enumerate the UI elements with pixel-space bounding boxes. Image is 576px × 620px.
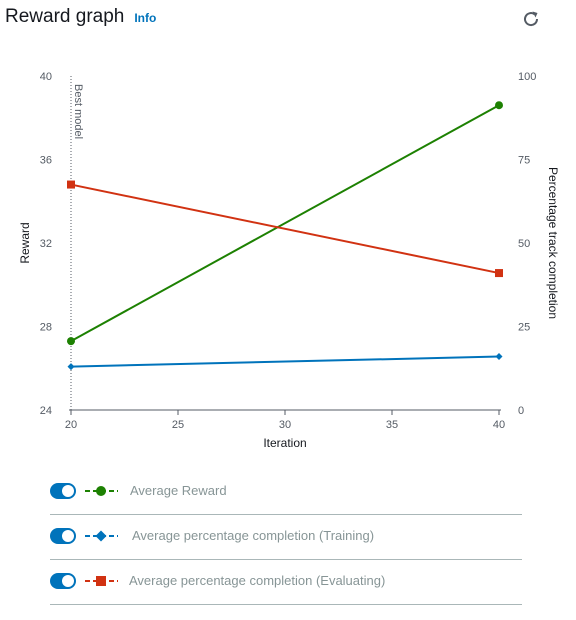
y-tick-label: 36 bbox=[40, 155, 52, 167]
series-line-0 bbox=[70, 104, 500, 342]
y2-tick-label: 25 bbox=[518, 322, 530, 334]
series-line-2 bbox=[70, 183, 500, 275]
legend-row: Average Reward bbox=[50, 470, 522, 515]
series-line-1 bbox=[70, 355, 500, 368]
legend-swatch-icon bbox=[85, 576, 118, 586]
x-tick-label: 30 bbox=[279, 419, 291, 431]
legend-label: Average percentage completion (Evaluatin… bbox=[129, 573, 386, 588]
series-point-1 bbox=[67, 363, 75, 371]
refresh-icon bbox=[524, 11, 539, 27]
refresh-button[interactable] bbox=[520, 8, 542, 30]
y-tick-label: 28 bbox=[40, 322, 52, 334]
toggle-knob bbox=[62, 485, 74, 497]
x-tick-label: 20 bbox=[65, 419, 77, 431]
legend-toggle[interactable] bbox=[50, 528, 76, 544]
x-tick-label: 25 bbox=[172, 419, 184, 431]
y-tick-label: 40 bbox=[40, 71, 52, 83]
legend-row: Average percentage completion (Training) bbox=[50, 515, 522, 560]
y-tick-label: 24 bbox=[40, 405, 52, 417]
series-point-1 bbox=[495, 353, 503, 361]
series-point-2 bbox=[495, 269, 503, 278]
y2-tick-label: 75 bbox=[518, 155, 530, 167]
toggle-knob bbox=[62, 575, 74, 587]
legend-toggle[interactable] bbox=[50, 483, 76, 499]
y-tick-label: 32 bbox=[40, 238, 52, 250]
series-point-0 bbox=[67, 337, 75, 346]
series-point-0 bbox=[495, 101, 503, 110]
legend-label: Average Reward bbox=[130, 483, 227, 498]
legend-row: Average percentage completion (Evaluatin… bbox=[50, 560, 522, 605]
y2-tick-label: 0 bbox=[518, 405, 524, 417]
info-link[interactable]: Info bbox=[134, 11, 157, 25]
best-model-label: Best model bbox=[72, 84, 84, 139]
x-axis-label: Iteration bbox=[263, 436, 306, 450]
y2-axis-label: Percentage track completion bbox=[546, 167, 560, 319]
panel-header: Reward graph Info bbox=[5, 6, 156, 34]
legend-label: Average percentage completion (Training) bbox=[132, 528, 375, 543]
x-tick-label: 40 bbox=[493, 419, 505, 431]
y2-tick-label: 50 bbox=[518, 238, 530, 250]
toggle-knob bbox=[62, 530, 74, 542]
legend-toggle[interactable] bbox=[50, 573, 76, 589]
legend-swatch-icon bbox=[85, 530, 118, 542]
reward-chart: 20 25 30 35 40 24 28 32 36 40 0 25 50 75 100 Iteration R… bbox=[18, 71, 560, 450]
series-point-2 bbox=[67, 180, 75, 189]
y-axis-label: Reward bbox=[18, 222, 32, 263]
y2-tick-label: 100 bbox=[518, 71, 536, 83]
x-tick-label: 35 bbox=[386, 419, 398, 431]
legend-swatch-icon bbox=[85, 486, 118, 496]
page-title: Reward graph bbox=[5, 6, 125, 27]
